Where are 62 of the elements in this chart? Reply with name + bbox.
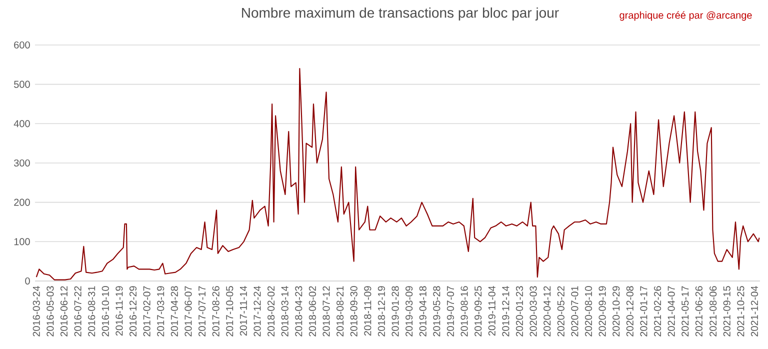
chart-title: Nombre maximum de transactions par bloc par jour [242,7,559,21]
x-tick-label: 2019-05-28 [433,286,440,336]
y-tick-label: 100 [14,238,30,246]
y-tick-label: 0 [25,277,30,285]
x-tick-label: 2016-12-29 [129,286,137,336]
x-tick-label: 2018-03-14 [281,286,288,336]
y-tick-label: 300 [14,159,30,167]
x-tick-label: 2020-08-10 [584,286,592,336]
x-tick-label: 2017-10-05 [226,286,234,336]
x-tick-label: 2021-09-15 [723,286,730,336]
x-tick-label: 2019-07-07 [446,286,454,336]
x-tick-label: 2019-01-28 [392,286,399,336]
x-tick-label: 2017-08-26 [212,286,220,336]
x-tick-label: 2019-08-16 [460,286,468,336]
x-tick-label: 2016-06-12 [60,286,68,336]
x-tick-label: 2020-12-08 [626,286,634,336]
x-tick-label: 2016-11-19 [116,286,123,336]
x-tick-label: 2016-07-22 [74,286,82,336]
x-tick-label: 2016-10-10 [102,286,109,336]
x-tick-label: 2020-01-23 [516,286,524,336]
x-tick-label: 2018-11-09 [364,286,372,336]
x-tick-label: 2020-10-29 [612,286,620,336]
x-tick-label: 2021-12-04 [750,286,758,336]
x-tick-label: 2017-04-28 [170,286,178,336]
y-tick-label: 400 [14,120,30,128]
x-tick-label: 2021-06-26 [695,286,702,336]
x-tick-label: 2018-07-12 [322,286,330,336]
x-tick-label: 2020-05-22 [557,286,564,336]
y-tick-label: 600 [14,41,30,49]
x-tick-label: 2018-12-19 [378,286,386,336]
x-tick-label: 2019-11-04 [488,286,496,336]
x-tick-label: 2021-01-17 [640,286,648,336]
y-tick-label: 200 [14,198,30,206]
text: graphique créé par @arcange [620,11,752,21]
x-tick-label: 2018-06-02 [308,286,316,336]
x-tick-label: 2017-06-07 [184,286,192,336]
x-tick-label: 2020-03-03 [530,286,537,336]
x-tick-label: 2019-04-18 [419,286,426,336]
x-tick-label: 2017-11-14 [240,286,247,336]
x-tick-label: 2020-09-19 [598,286,606,336]
x-tick-label: 2017-03-19 [157,286,164,336]
x-tick-label: 2019-09-25 [474,286,482,336]
y-tick-label: 500 [14,80,30,88]
x-tick-label: 2019-12-14 [502,286,510,336]
x-tick-label: 2021-05-17 [682,286,689,336]
x-tick-label: 2016-08-31 [88,286,96,336]
x-tick-label: 2018-02-02 [267,286,275,336]
x-tick-label: 2021-04-07 [668,286,675,336]
x-tick-label: 2021-08-06 [710,286,717,336]
x-tick-label: 2021-02-26 [654,286,662,336]
x-tick-label: 2017-12-24 [254,286,261,336]
x-tick-label: 2019-03-09 [406,286,413,336]
x-tick-label: 2020-04-12 [544,286,551,336]
x-tick-label: 2020-07-01 [571,286,578,336]
x-tick-label: 2016-05-03 [46,286,54,336]
x-tick-label: 2016-03-24 [32,286,40,336]
x-tick-label: 2018-09-30 [350,286,358,336]
x-tick-label: 2021-10-25 [737,286,744,336]
x-tick-label: 2018-04-23 [295,286,302,336]
x-tick-label: 2017-07-17 [198,286,206,336]
x-tick-label: 2018-08-21 [336,286,344,336]
x-tick-label: 2017-02-07 [143,286,150,336]
